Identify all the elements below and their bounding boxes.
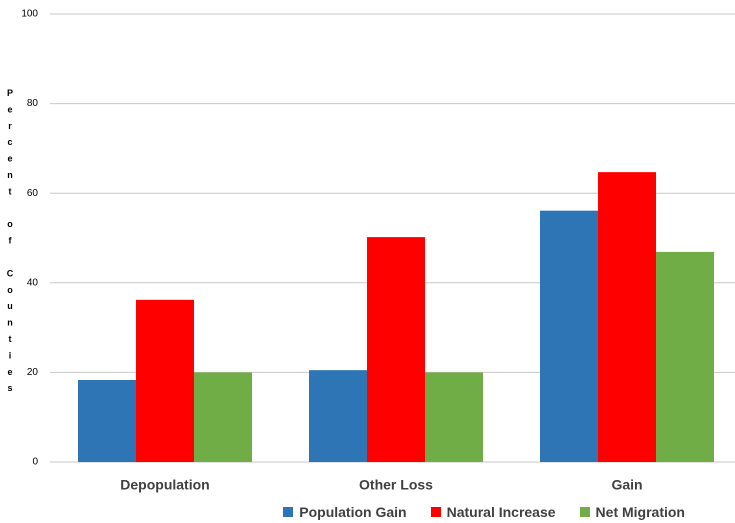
legend-item: Natural Increase <box>430 504 556 520</box>
legend-label: Population Gain <box>299 504 407 520</box>
legend-swatch <box>579 507 590 517</box>
y-tick-label: 100 <box>21 9 38 20</box>
x-tick-label: Gain <box>611 477 642 493</box>
x-tick-label: Depopulation <box>120 477 209 493</box>
y-tick-label: 40 <box>27 277 39 288</box>
legend-label: Net Migration <box>595 504 685 520</box>
bar <box>656 251 714 462</box>
legend-swatch <box>283 507 294 517</box>
y-tick-label: 60 <box>27 188 39 199</box>
bar <box>309 370 367 462</box>
legend-label: Natural Increase <box>446 504 556 520</box>
bar <box>78 380 136 462</box>
bar <box>136 299 194 462</box>
bar <box>367 237 425 462</box>
bar <box>598 172 656 463</box>
y-tick-label: 80 <box>27 98 39 109</box>
legend-swatch <box>430 507 441 517</box>
legend-item: Population Gain <box>283 504 407 520</box>
bar <box>194 372 252 462</box>
legend-item: Net Migration <box>579 504 685 520</box>
y-tick-label: 20 <box>27 367 39 378</box>
y-tick-label: 0 <box>32 457 38 468</box>
chart: 0 20 40 60 80 100 Depopulation Other Loss Gain <box>21 9 735 493</box>
bar <box>425 372 483 462</box>
x-tick-label: Other Loss <box>359 477 433 493</box>
legend: Population Gain Natural Increase Net Migra… <box>0 504 735 520</box>
y-axis-label: Percent of Counties <box>5 88 15 400</box>
bar <box>540 210 598 462</box>
